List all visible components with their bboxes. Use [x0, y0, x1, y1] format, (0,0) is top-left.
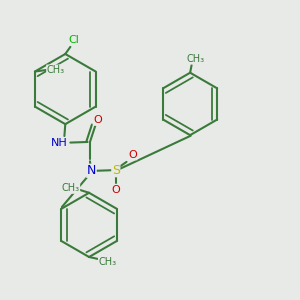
Text: CH₃: CH₃ — [61, 183, 80, 193]
Text: Cl: Cl — [69, 35, 80, 45]
Text: N: N — [87, 164, 96, 177]
Text: NH: NH — [51, 138, 68, 148]
Text: CH₃: CH₃ — [47, 65, 65, 75]
Text: O: O — [111, 185, 120, 195]
Text: CH₃: CH₃ — [98, 257, 117, 267]
Text: O: O — [93, 115, 102, 125]
Text: S: S — [112, 164, 120, 177]
Text: O: O — [128, 150, 137, 160]
Text: CH₃: CH₃ — [186, 54, 204, 64]
